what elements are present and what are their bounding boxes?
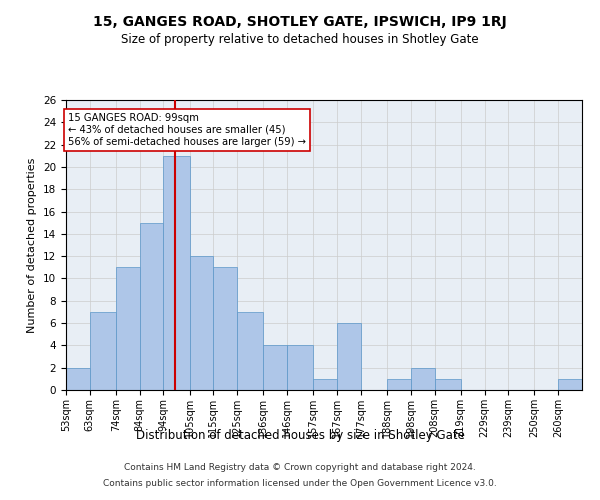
Bar bbox=[337, 323, 361, 390]
Bar bbox=[214, 268, 237, 390]
Bar bbox=[287, 346, 313, 390]
Bar bbox=[313, 379, 337, 390]
Text: 15, GANGES ROAD, SHOTLEY GATE, IPSWICH, IP9 1RJ: 15, GANGES ROAD, SHOTLEY GATE, IPSWICH, … bbox=[93, 15, 507, 29]
Bar bbox=[66, 368, 90, 390]
Text: Contains HM Land Registry data © Crown copyright and database right 2024.: Contains HM Land Registry data © Crown c… bbox=[124, 464, 476, 472]
Bar bbox=[237, 312, 263, 390]
Bar bbox=[90, 312, 116, 390]
Bar bbox=[411, 368, 434, 390]
Bar bbox=[163, 156, 190, 390]
Bar bbox=[558, 379, 582, 390]
Bar bbox=[116, 268, 140, 390]
Bar bbox=[434, 379, 461, 390]
Text: 15 GANGES ROAD: 99sqm
← 43% of detached houses are smaller (45)
56% of semi-deta: 15 GANGES ROAD: 99sqm ← 43% of detached … bbox=[68, 114, 307, 146]
Text: Distribution of detached houses by size in Shotley Gate: Distribution of detached houses by size … bbox=[136, 428, 464, 442]
Text: Size of property relative to detached houses in Shotley Gate: Size of property relative to detached ho… bbox=[121, 32, 479, 46]
Text: Contains public sector information licensed under the Open Government Licence v3: Contains public sector information licen… bbox=[103, 478, 497, 488]
Bar bbox=[263, 346, 287, 390]
Bar bbox=[190, 256, 214, 390]
Bar bbox=[387, 379, 411, 390]
Y-axis label: Number of detached properties: Number of detached properties bbox=[28, 158, 37, 332]
Bar bbox=[140, 222, 163, 390]
